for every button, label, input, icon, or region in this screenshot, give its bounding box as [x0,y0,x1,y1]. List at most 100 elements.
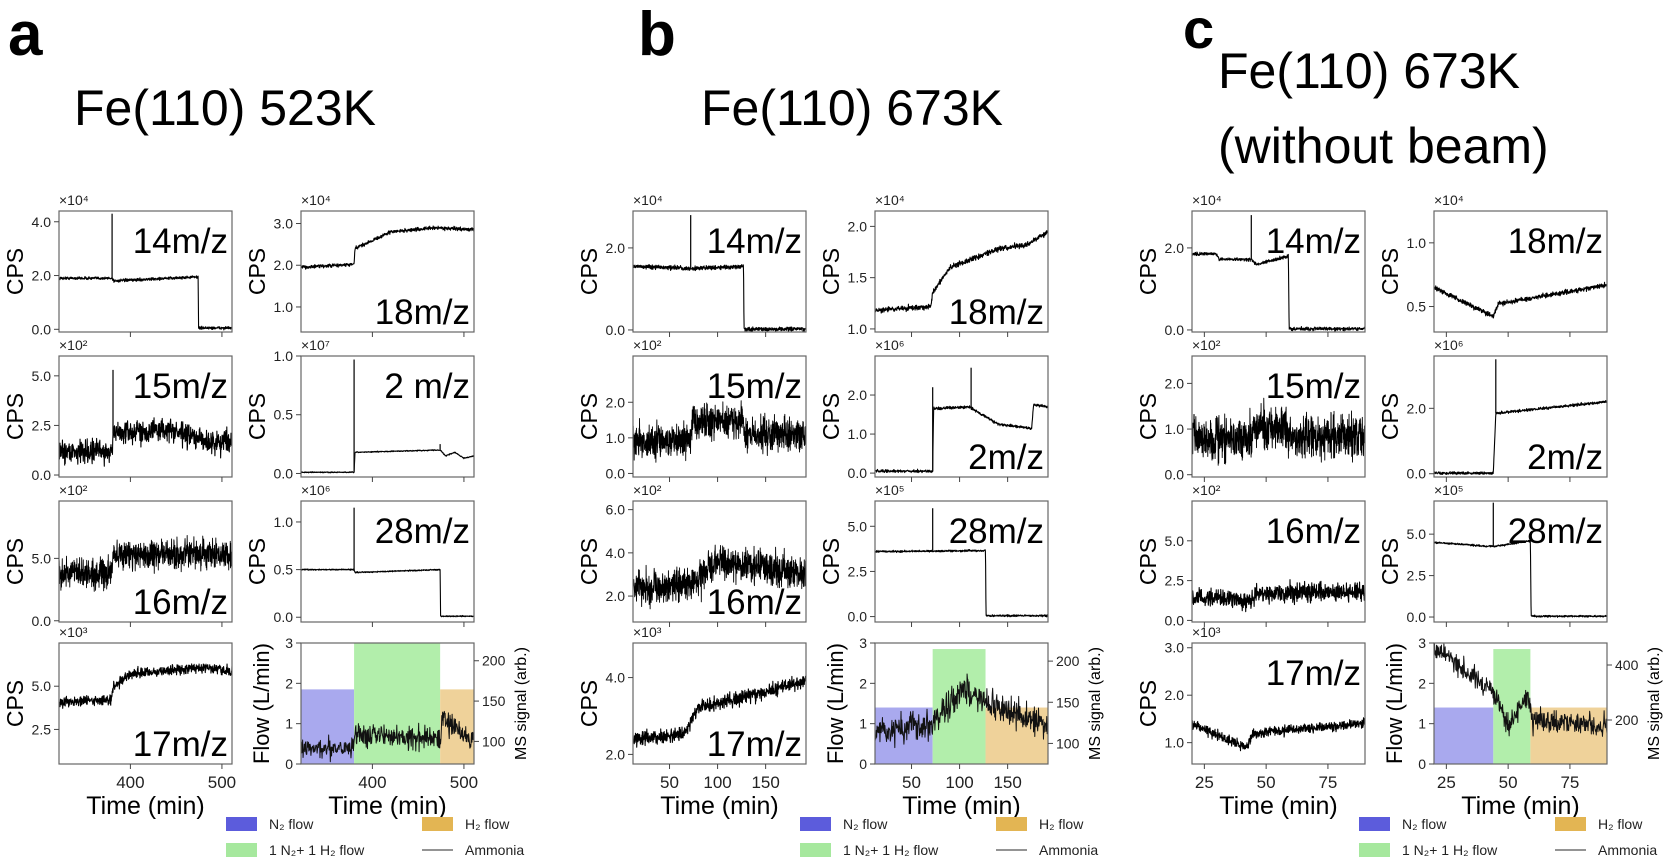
mass-label: 2m/z [1527,438,1603,477]
legend-label-mix: 1 N₂+ 1 H₂ flow [1402,842,1498,858]
panel-frame [1191,642,1366,765]
panel-title: Fe(110) 673K [1218,43,1520,99]
subplot-2m/z: 0.0 2.0 ×10⁶ 2m/z CPS [1377,337,1608,482]
mass-label: 18m/z [949,293,1044,332]
y-tick-label: 3.0 [1165,640,1185,656]
trace-line [633,400,806,463]
trace-line [633,263,806,332]
trace-line [633,544,806,610]
trace-line [1192,717,1365,752]
subplot-2m/z: 0.0 1.0 2.0 ×10⁶ 2m/z CPS [818,337,1049,482]
multiplier-label: ×10³ [1192,624,1221,640]
legend-swatch-n2 [226,817,257,831]
y-tick-label: 0.0 [1407,466,1427,482]
multiplier-label: ×10² [633,482,662,498]
mass-label: 28m/z [1508,512,1603,551]
mass-label: 28m/z [375,512,470,551]
y-tick-label: 2.0 [1165,687,1185,703]
y-tick-label: 2.0 [606,746,626,762]
y-tick-label: 3 [1418,635,1426,651]
panel-frame [1191,500,1366,623]
subplot-15m/z: 0.0 1.0 2.0 ×10² 15m/z CPS [1135,337,1366,483]
y-tick-label: 0.5 [1407,299,1427,315]
subplot-15m/z: 0.0 2.5 5.0 ×10² 15m/z CPS [2,337,233,483]
y-tick-label: 1 [285,716,293,732]
y-tick-label: 0 [1418,756,1426,772]
y-tick-label: 3.0 [274,216,294,232]
legend-label-ammonia: Ammonia [1039,842,1098,858]
x-axis-label: Time (min) [660,792,779,820]
legend-swatch-h2 [1555,817,1586,831]
subplot-18m/z: 0.5 1.0 ×10⁴ 18m/z CPS [1377,192,1608,337]
legend-label-mix: 1 N₂+ 1 H₂ flow [843,842,939,858]
panel-frame [58,500,233,623]
legend: N₂ flow 1 N₂+ 1 H₂ flow H₂ flow Ammonia [1359,816,1657,858]
multiplier-label: ×10⁵ [875,482,905,498]
y-right-tick-label: 200 [482,653,506,669]
ms-signal-axis-label: MS signal (arb.) [513,647,530,760]
panel-frame [632,500,807,623]
y-right-tick-label: 200 [1056,653,1080,669]
x-axis-label: Time (min) [1219,792,1338,820]
multiplier-label: ×10² [1192,482,1221,498]
multiplier-label: ×10⁶ [1434,337,1464,353]
y-tick-label: 0.0 [848,609,868,625]
y-tick-label: 1.0 [274,299,294,315]
x-tick-label: 50 [902,773,921,792]
ammonia-trace [1434,643,1607,737]
legend-swatch-h2 [996,817,1027,831]
legend-label-n2: N₂ flow [843,816,888,832]
legend: N₂ flow 1 N₂+ 1 H₂ flow H₂ flow Ammonia [800,816,1098,858]
trace-line [59,417,232,467]
y-tick-label: 2.0 [606,394,626,410]
panel-title: Fe(110) 523K [74,80,376,136]
y-axis-label: CPS [2,393,28,440]
mass-label: 14m/z [1266,222,1361,261]
legend-label-n2: N₂ flow [269,816,314,832]
y-axis-label: CPS [576,538,602,585]
panel-frame [1191,355,1366,478]
y-tick-label: 1.0 [274,514,294,530]
x-tick-label: 150 [993,773,1021,792]
y-right-tick-label: 200 [1615,712,1639,728]
panel-frame [632,355,807,478]
y-tick-label: 2 [859,675,867,691]
figure-column-c: cFe(110) 673K (without beam) 0.0 2.0 ×10⁴ 14m… [1135,0,1663,858]
multiplier-label: ×10⁴ [1192,192,1222,208]
mass-label: 18m/z [1508,222,1603,261]
y-axis-label: CPS [818,393,844,440]
y-tick-label: 2 [285,675,293,691]
x-tick-label: 50 [1257,773,1276,792]
y-tick-label: 0.0 [606,465,626,481]
mass-label: 15m/z [707,367,802,406]
legend-swatch-mix [1359,843,1390,857]
x-tick-label: 150 [751,773,779,792]
y-tick-label: 5.0 [1407,526,1427,542]
y-tick-label: 0.0 [848,465,868,481]
trace-line [59,663,232,709]
y-right-tick-label: 150 [482,693,506,709]
x-axis-label: Time (min) [86,792,205,820]
y-tick-label: 0.5 [274,562,294,578]
y-axis-label: CPS [1135,393,1161,440]
flow-region-n2 [301,689,355,764]
panel-frame [632,210,807,333]
panel-letter: b [638,0,676,69]
subplot-18m/z: 1.0 1.5 2.0 ×10⁴ 18m/z CPS [818,192,1049,337]
y-tick-label: 2.0 [606,588,626,604]
mass-label: 16m/z [1266,512,1361,551]
flow-axis-label: Flow (L/min) [249,643,274,764]
y-axis-label: CPS [1135,538,1161,585]
x-axis-label: Time (min) [902,792,1021,820]
trace-line [1434,400,1607,476]
ms-signal-axis-label: MS signal (arb.) [1087,647,1104,760]
panel-frame [300,500,475,623]
y-tick-label: 2.5 [32,721,52,737]
y-tick-label: 4.0 [32,214,52,230]
trace-line [1434,281,1607,319]
multiplier-label: ×10² [633,337,662,353]
x-tick-label: 75 [1318,773,1337,792]
y-tick-label: 5.0 [1165,533,1185,549]
y-tick-label: 1 [1418,716,1426,732]
